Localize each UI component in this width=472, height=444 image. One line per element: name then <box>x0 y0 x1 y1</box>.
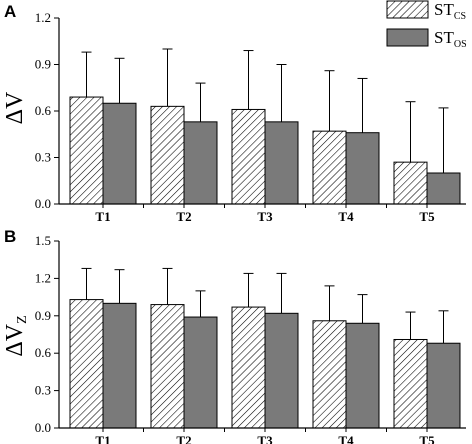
legend-swatch-cs <box>386 0 429 19</box>
legend-label-os-sub: OS <box>454 39 467 50</box>
y-tick-label: 0.6 <box>35 345 52 360</box>
y-tick-label: 0.3 <box>35 150 51 165</box>
panel-a-axes <box>58 18 466 208</box>
legend-label-cs: STCS <box>434 0 466 22</box>
legend-label-cs-main: ST <box>434 0 454 19</box>
bar-cs-t5 <box>393 338 428 429</box>
x-category-label: T2 <box>176 433 191 444</box>
legend-label-os: STOS <box>434 28 467 50</box>
bar-os-t1 <box>102 302 137 429</box>
bar-os-t2 <box>183 121 218 205</box>
bar-cs-t2 <box>150 304 185 429</box>
legend-swatch-os <box>386 28 429 47</box>
panel-a-chart: A ΔV 0.00.30.60.91.2 T1 T2 T3 T4 T5 STCS STO… <box>2 0 467 224</box>
y-tick-label: 1.5 <box>35 233 51 248</box>
panel-b-ylabel-text: ΔVZ <box>2 315 30 356</box>
panel-a-ylabel: ΔV <box>2 91 28 124</box>
y-tick-label: 0.6 <box>35 103 52 118</box>
x-category-label: T2 <box>176 209 191 224</box>
bar-cs-t4 <box>312 320 347 429</box>
bar-os-t3 <box>264 121 299 205</box>
x-category-label: T4 <box>338 433 354 444</box>
y-tick-label: 0.9 <box>35 308 51 323</box>
panel-b-ylabel-main: ΔV <box>2 323 28 356</box>
bar-cs-t4 <box>312 130 347 205</box>
bar-os-t5 <box>426 172 461 205</box>
x-category-label: T1 <box>95 209 110 224</box>
bar-os-t3 <box>264 312 299 429</box>
y-tick-label: 1.2 <box>35 270 51 285</box>
panel-a-yticks: 0.0 0.3 0.6 0.9 1.2 <box>35 10 59 211</box>
legend: STCS STOS <box>386 0 467 50</box>
panel-a-categories: T1 T2 T3 T4 T5 <box>95 209 435 224</box>
bar-os-t2 <box>183 316 218 429</box>
panel-b-letter: B <box>4 227 16 246</box>
bar-os-t4 <box>345 322 380 429</box>
legend-label-os-main: ST <box>434 28 454 47</box>
y-tick-label: 1.2 <box>35 10 51 25</box>
x-category-label: T3 <box>257 209 273 224</box>
panel-a-errorbars <box>81 48 449 173</box>
y-tick-label: 0.3 <box>35 383 51 398</box>
panel-b-chart: B ΔVZ 0.0 0.3 0.6 0.9 1.2 1.5 T1 T2 T3 T4 T5 <box>2 227 466 444</box>
bar-cs-t3 <box>231 306 266 429</box>
panel-b-yticks: 0.0 0.3 0.6 0.9 1.2 1.5 <box>35 233 59 435</box>
panel-b-bars <box>69 299 461 429</box>
x-category-label: T5 <box>419 209 435 224</box>
panel-a-bars <box>69 96 461 205</box>
bar-cs-t3 <box>231 108 266 205</box>
panel-a-letter: A <box>4 2 16 21</box>
bar-os-t1 <box>102 102 137 205</box>
y-tick-label: 0.0 <box>35 420 51 435</box>
x-category-label: T5 <box>419 433 435 444</box>
y-tick-label: 0.0 <box>35 196 51 211</box>
y-tick-label: 0.9 <box>35 57 51 72</box>
panel-b-axes <box>58 241 466 432</box>
legend-label-cs-sub: CS <box>454 11 466 22</box>
bar-os-t4 <box>345 132 380 205</box>
bar-cs-t5 <box>393 161 428 205</box>
bar-cs-t1 <box>69 96 104 205</box>
x-category-label: T1 <box>95 433 110 444</box>
bar-cs-t2 <box>150 105 185 205</box>
panel-b-errorbars <box>81 267 449 344</box>
bar-cs-t1 <box>69 299 104 429</box>
panel-a-ylabel-text: ΔV <box>2 91 28 124</box>
x-category-label: T4 <box>338 209 354 224</box>
panel-b-ylabel-sub: Z <box>15 315 30 324</box>
panel-b-categories: T1 T2 T3 T4 T5 <box>95 433 435 444</box>
x-category-label: T3 <box>257 433 273 444</box>
panel-b-ylabel: ΔVZ <box>2 315 30 356</box>
bar-os-t5 <box>426 342 461 429</box>
